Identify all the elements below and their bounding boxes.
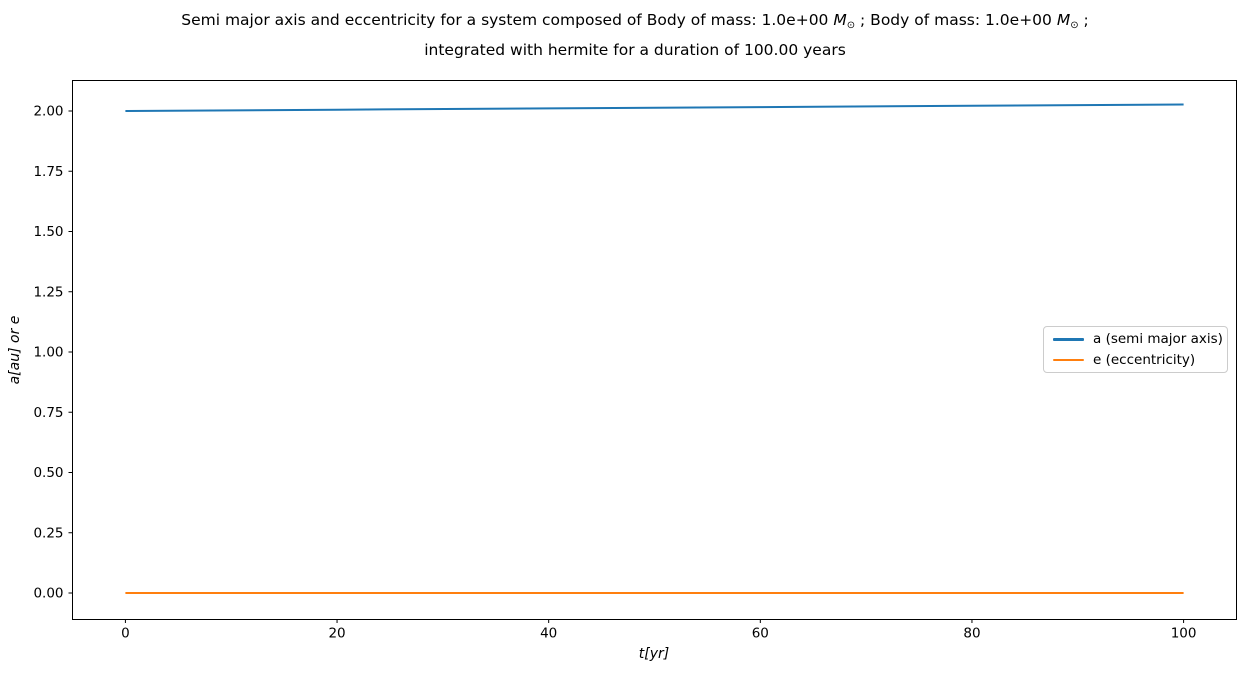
legend-line-swatch-blue <box>1053 338 1084 341</box>
y-tick-label: 2.00 <box>33 104 63 120</box>
y-tick-label: 1.50 <box>33 224 63 240</box>
x-tick-label: 40 <box>540 626 557 642</box>
y-axis-label: a[au] or e <box>7 315 23 385</box>
y-tick-label: 0.50 <box>33 465 63 481</box>
x-tick-label: 100 <box>1171 626 1197 642</box>
y-tick-label: 0.25 <box>33 525 63 541</box>
x-axis-label: t[yr] <box>638 646 670 662</box>
legend-label: e (eccentricity) <box>1093 351 1196 368</box>
title-segment: ; <box>1078 11 1089 29</box>
series-line-semi-major-axis <box>125 103 1184 112</box>
legend-item-semi-major-axis: a (semi major axis) <box>1053 329 1223 350</box>
chart-title-line1: Semi major axis and eccentricity for a s… <box>0 8 1244 38</box>
y-tick-label: 1.75 <box>33 164 63 180</box>
y-tick-label: 1.25 <box>33 284 63 300</box>
x-tick-label: 0 <box>121 626 130 642</box>
x-tick-label: 80 <box>963 626 980 642</box>
title-segment: M <box>1056 11 1071 29</box>
y-tick-label: 0.75 <box>33 405 63 421</box>
y-tick-label: 1.00 <box>33 345 63 361</box>
chart-title-line2: integrated with hermite for a duration o… <box>424 41 846 59</box>
title-segment: ; Body of mass: 1.0e+00 <box>855 11 1057 29</box>
axes-spines <box>72 80 1237 620</box>
x-tick-label: 20 <box>328 626 345 642</box>
title-segment: ⊙ <box>846 20 856 31</box>
y-tick-label: 0.00 <box>33 586 63 602</box>
chart-title: Semi major axis and eccentricity for a s… <box>0 8 1244 62</box>
x-tick-label: 60 <box>752 626 769 642</box>
legend-item-eccentricity: e (eccentricity) <box>1053 350 1219 371</box>
title-segment: Semi major axis and eccentricity for a s… <box>181 11 834 29</box>
legend: a (semi major axis) e (eccentricity) <box>1043 326 1228 373</box>
title-segment: M <box>833 11 847 29</box>
legend-label: a (semi major axis) <box>1093 331 1223 348</box>
title-segment: ⊙ <box>1070 20 1079 31</box>
legend-line-swatch-orange <box>1053 358 1084 361</box>
